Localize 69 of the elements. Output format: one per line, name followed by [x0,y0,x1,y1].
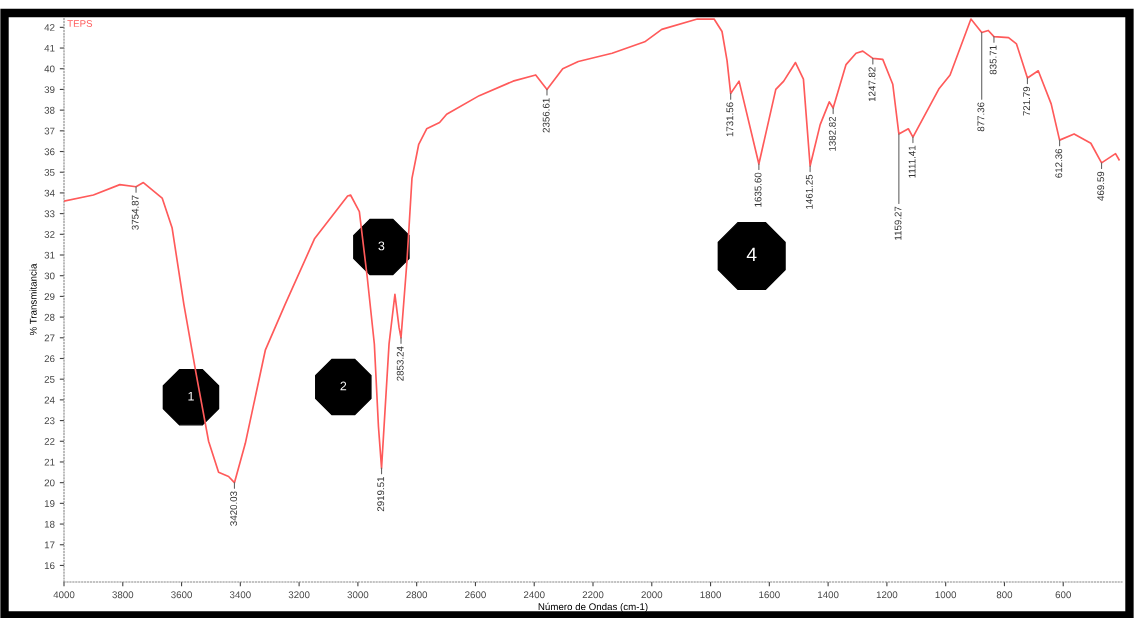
y-tick-label: 38 [44,106,55,114]
annotation: 1731.56 [726,102,734,137]
y-tick-label: 17 [44,541,55,549]
x-tick-label: 1600 [759,591,780,599]
y-tick-label: 19 [44,500,55,507]
x-tick-label: 2000 [641,591,663,599]
y-tick-label: 31 [44,251,55,259]
annotation: 721.79 [1023,86,1031,116]
x-tick-label: 4000 [53,591,75,599]
annotation: 877.36 [977,102,985,132]
y-tick-label: 32 [44,231,55,238]
y-tick-label: 35 [44,168,55,176]
x-tick-label: 1800 [700,591,721,599]
annotation: 1382.82 [828,116,836,151]
x-tick-label: 3400 [229,591,251,599]
annotation: 612.36 [1055,148,1063,178]
x-axis-title: Número de Ondas (cm-1) [538,602,648,613]
x-tick-label: 3800 [112,591,134,599]
annotation: 1247.82 [868,67,876,102]
y-tick-label: 29 [44,293,55,301]
x-tick-label: 600 [1055,591,1071,599]
y-tick-label: 34 [44,189,55,197]
x-tick-label: 2200 [582,591,604,599]
annotation: 2356.61 [542,98,550,133]
y-tick-label: 28 [44,313,55,321]
y-tick-label: 27 [44,334,55,342]
y-tick-label: 30 [44,272,55,280]
annotation: 835.71 [989,45,997,75]
x-tick-label: 3600 [171,591,192,599]
y-tick-label: 16 [44,562,55,570]
y-tick-label: 24 [44,396,55,404]
y-tick-label: 22 [44,438,55,445]
x-tick-label: 3200 [288,591,310,599]
x-tick-label: 2400 [523,591,545,599]
annotation: 1159.27 [894,206,902,240]
y-tick-label: 20 [44,479,55,487]
y-tick-label: 39 [44,86,55,94]
annotation: 1461.25 [805,174,813,209]
y-tick-label: 23 [44,417,55,425]
annotation: 2 [340,381,347,391]
x-tick-label: 3000 [347,591,369,599]
annotation: 3420.03 [230,491,238,526]
x-tick-label: 1000 [935,591,957,599]
annotation: 4 [746,247,757,262]
x-tick-label: 800 [996,591,1013,599]
y-tick-label: 25 [44,375,55,383]
y-tick-label: 36 [44,148,55,156]
text: TEPS [67,20,93,27]
annotation: 3754.87 [131,195,139,230]
x-tick-label: 1200 [876,591,898,599]
y-tick-label: 40 [44,65,55,73]
y-tick-label: 26 [44,355,55,363]
annotation: 469.59 [1097,171,1105,201]
annotation: 1111.41 [908,145,916,178]
y-tick-label: 41 [44,44,55,52]
annotation: 1 [188,391,194,401]
y-axis-title: % Transmitancia [29,263,37,336]
annotation: 1635.60 [754,172,762,207]
y-tick-label: 18 [44,520,55,528]
annotation: 2919.51 [377,476,385,512]
y-tick-label: 21 [44,458,55,466]
annotation: 2853.24 [396,346,404,381]
y-tick-label: 33 [44,210,55,218]
y-tick-label: 42 [44,24,55,31]
x-tick-label: 2600 [465,591,486,599]
y-tick-label: 37 [44,127,55,135]
x-tick-label: 1400 [818,591,839,599]
annotation: 3 [378,241,385,251]
x-tick-label: 2800 [406,591,428,599]
